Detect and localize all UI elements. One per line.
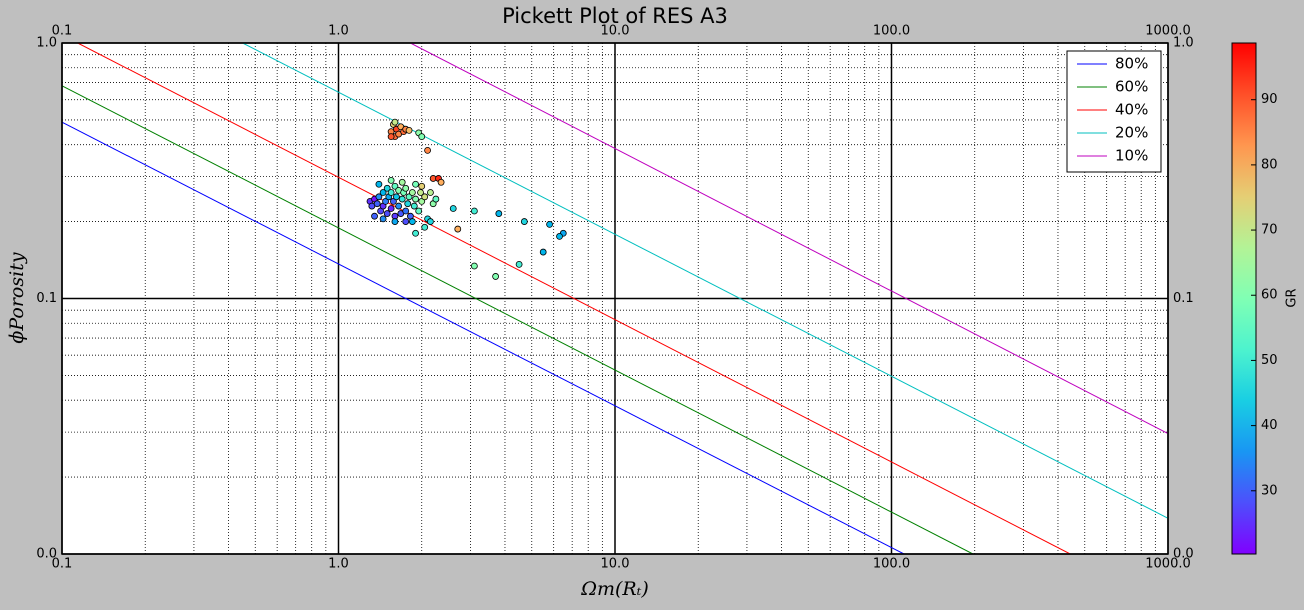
scatter-point [398, 195, 406, 203]
scatter-point [402, 184, 410, 192]
scatter-point [437, 178, 445, 186]
saturation-line [62, 85, 974, 554]
plot-frame [61, 42, 1169, 555]
scatter-point [470, 262, 478, 270]
scatter-point [379, 189, 387, 196]
scatter-point [424, 146, 431, 154]
scatter-point [427, 218, 434, 225]
chart-title: Pickett Plot of RES A3 [502, 4, 728, 28]
colorbar-tick-label: 30 [1261, 483, 1278, 498]
scatter-point [393, 193, 400, 201]
scatter-point [387, 133, 395, 141]
scatter-point [412, 180, 419, 188]
scatter-point [382, 197, 389, 205]
legend-label: 80% [1115, 55, 1148, 73]
x-tick-label: 10.0 [601, 557, 630, 572]
scatter-point [417, 189, 424, 196]
scatter-point [418, 182, 426, 190]
scatter-point [492, 273, 500, 280]
x-tick-label: 1.0 [328, 557, 349, 572]
scatter-point [391, 118, 399, 126]
scatter-point [375, 193, 383, 201]
scatter-point [412, 229, 419, 237]
scatter-point [408, 218, 416, 225]
scatter-point [520, 218, 528, 225]
saturation-line [410, 43, 1168, 435]
scatter-point [379, 215, 387, 223]
scatter-point [387, 205, 395, 212]
y-right-tick-label: 0.0 [1173, 547, 1194, 562]
x-top-tick-label: 100.0 [873, 24, 910, 39]
saturation-line [77, 43, 1071, 554]
y-tick-label: 0.0 [36, 547, 57, 562]
scatter-point [556, 233, 563, 240]
scatter-point [539, 248, 547, 256]
scatter-point [432, 195, 440, 203]
scatter-point [402, 207, 410, 215]
legend-label: 60% [1115, 78, 1148, 96]
scatter-point [449, 205, 457, 212]
scatter-point [415, 207, 423, 215]
scatter-point [402, 218, 410, 225]
scatter-point [387, 176, 395, 184]
x-top-tick-label: 10.0 [601, 24, 630, 39]
scatter-point [405, 126, 413, 134]
scatter-point [418, 133, 426, 141]
y-tick-label: 1.0 [36, 36, 57, 51]
colorbar-tick-label: 60 [1261, 288, 1278, 303]
legend-label: 20% [1115, 124, 1148, 142]
saturation-line [62, 121, 905, 554]
x-top-tick-label: 0.1 [52, 24, 73, 39]
colorbar [1231, 42, 1257, 555]
scatter-point [515, 260, 523, 268]
legend-box [1066, 50, 1162, 173]
scatter-point [410, 202, 418, 210]
scatter-point [495, 210, 503, 217]
colorbar-tick-label: 90 [1261, 92, 1278, 107]
scatter-point [375, 180, 383, 188]
scatter-point [408, 189, 416, 196]
y-right-tick-label: 0.1 [1173, 291, 1194, 306]
scatter-point [404, 200, 412, 208]
scatter-point [546, 220, 553, 228]
plot-content [62, 43, 1168, 554]
scatter-point [398, 178, 406, 186]
x-tick-label: 1000.0 [1145, 557, 1191, 572]
legend-label: 40% [1115, 101, 1148, 119]
scatter-point [421, 193, 429, 201]
y-right-tick-label: 1.0 [1173, 36, 1194, 51]
x-tick-label: 100.0 [873, 557, 910, 572]
y-axis-label: ϕPorosity [6, 252, 28, 343]
scatter-point [387, 189, 395, 196]
colorbar-tick-label: 80 [1261, 157, 1278, 172]
colorbar-tick-label: 70 [1261, 223, 1278, 238]
colorbar-tick-label: 40 [1261, 418, 1278, 433]
scatter-point [371, 212, 378, 220]
scatter-point [421, 223, 429, 231]
colorbar-label: GR [1285, 288, 1300, 307]
scatter-point [391, 218, 399, 225]
scatter-point [470, 207, 478, 215]
scatter-point [427, 189, 434, 196]
scatter-point [454, 225, 462, 233]
scatter-point [383, 210, 391, 217]
x-axis-label: Ωm(Rₜ) [580, 578, 649, 600]
x-tick-label: 0.1 [52, 557, 73, 572]
y-tick-label: 0.1 [36, 291, 57, 306]
scatter-point [373, 200, 381, 208]
x-top-tick-label: 1000.0 [1145, 24, 1191, 39]
scatter-point [395, 202, 403, 210]
scatter-point [383, 184, 391, 192]
scatter-point [412, 195, 419, 203]
legend-label: 10% [1115, 147, 1148, 165]
colorbar-tick-label: 50 [1261, 353, 1278, 368]
scatter-point [391, 182, 399, 190]
x-top-tick-label: 1.0 [328, 24, 349, 39]
